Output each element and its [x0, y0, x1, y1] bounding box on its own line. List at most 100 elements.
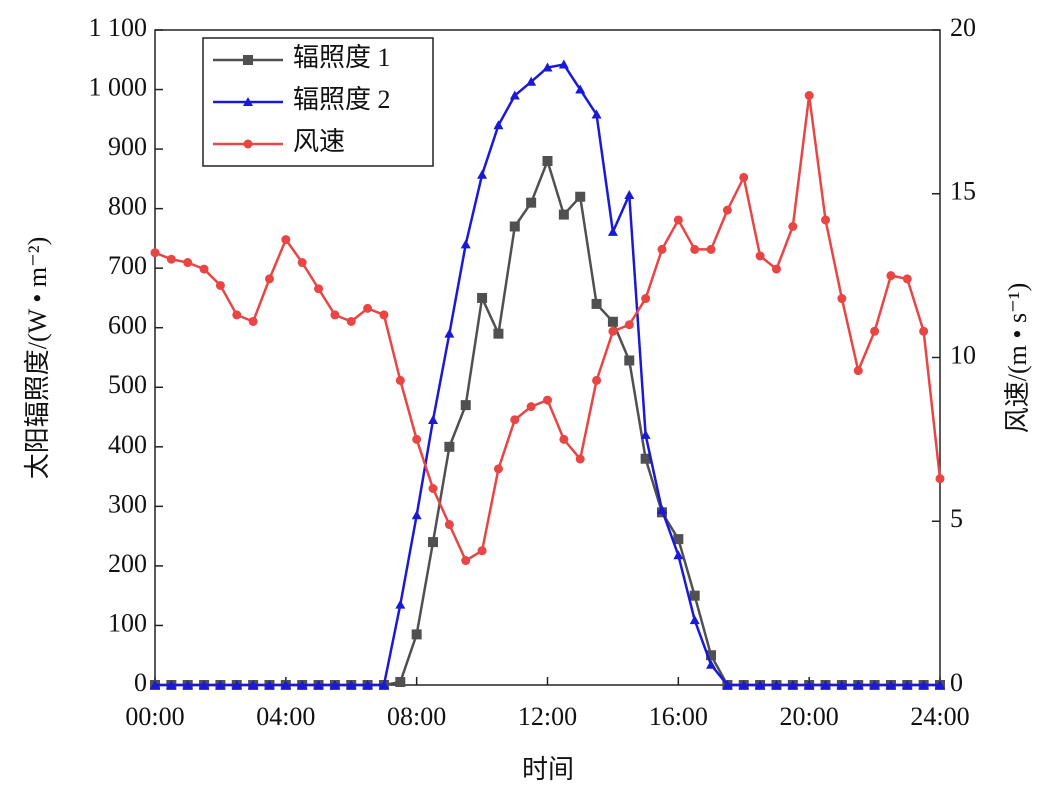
marker — [215, 280, 225, 290]
marker — [542, 62, 553, 72]
y-tick-label: 700 — [108, 251, 147, 280]
marker — [918, 680, 929, 689]
marker — [297, 680, 308, 689]
y-tick-label: 800 — [108, 192, 147, 221]
marker — [509, 90, 520, 100]
x-tick-label: 04:00 — [256, 702, 315, 731]
marker — [853, 680, 864, 689]
marker — [199, 264, 209, 274]
y-tick-label: 1 000 — [89, 73, 148, 102]
marker — [329, 680, 340, 689]
marker — [935, 680, 945, 689]
marker — [330, 310, 340, 320]
y2-tick-label: 10 — [950, 340, 976, 369]
marker — [575, 191, 586, 202]
marker — [461, 556, 471, 566]
x-tick-label: 16:00 — [649, 702, 708, 731]
marker — [362, 680, 373, 689]
y2-tick-label: 0 — [950, 668, 963, 697]
marker — [739, 172, 749, 182]
marker — [607, 226, 618, 236]
marker — [314, 284, 324, 294]
marker — [690, 244, 700, 254]
marker — [558, 209, 569, 220]
marker — [902, 680, 913, 689]
marker — [820, 680, 831, 689]
marker — [183, 258, 193, 268]
marker — [264, 274, 274, 284]
marker — [787, 680, 798, 689]
marker — [706, 244, 716, 254]
x-tick-label: 12:00 — [518, 702, 577, 731]
data-line — [155, 157, 940, 687]
y-tick-label: 200 — [108, 549, 147, 578]
marker — [738, 680, 749, 689]
marker — [395, 677, 406, 688]
marker — [591, 109, 602, 119]
marker — [837, 294, 847, 304]
x-tick-label: 20:00 — [780, 702, 839, 731]
marker — [444, 328, 455, 338]
marker — [444, 441, 455, 452]
marker — [395, 375, 405, 385]
marker — [919, 326, 929, 336]
y-tick-label: 900 — [108, 132, 147, 161]
y2-axis-label: 风速/(m • s⁻¹) — [1003, 283, 1032, 434]
marker — [363, 303, 373, 313]
marker — [477, 292, 488, 303]
marker — [641, 294, 651, 304]
marker — [199, 680, 210, 689]
marker — [853, 366, 863, 376]
marker — [412, 434, 422, 444]
marker — [460, 239, 471, 249]
legend-label: 辐照度 1 — [293, 43, 391, 72]
marker — [722, 680, 733, 689]
marker — [493, 120, 504, 130]
series — [150, 156, 945, 690]
marker — [460, 400, 471, 411]
marker — [313, 680, 324, 689]
marker — [771, 680, 782, 689]
marker — [542, 156, 553, 166]
marker — [150, 680, 160, 689]
y-tick-label: 600 — [108, 311, 147, 340]
y-tick-label: 1 100 — [89, 13, 148, 42]
marker — [231, 680, 242, 689]
marker — [297, 258, 307, 268]
marker — [755, 251, 765, 261]
legend: 辐照度 1 辐照度 2 风速 — [202, 37, 434, 167]
marker — [656, 504, 667, 514]
marker — [509, 221, 520, 232]
marker — [493, 464, 503, 474]
marker — [428, 537, 439, 548]
marker — [575, 84, 586, 94]
marker — [281, 235, 291, 245]
legend-label: 辐照度 2 — [293, 85, 391, 114]
y-axis-label: 太阳辐照度/(W • m⁻²) — [23, 237, 52, 479]
y-tick-label: 300 — [108, 489, 147, 518]
marker — [526, 402, 536, 412]
x-tick-label: 00:00 — [125, 702, 184, 731]
marker — [755, 680, 766, 689]
marker — [248, 316, 258, 326]
marker — [428, 484, 438, 493]
y2-tick-label: 15 — [950, 177, 976, 206]
marker — [477, 169, 488, 179]
marker — [608, 326, 618, 336]
marker — [150, 248, 160, 258]
x-tick-label: 08:00 — [387, 702, 446, 731]
marker — [526, 76, 537, 86]
marker — [166, 680, 177, 689]
marker — [722, 205, 732, 215]
marker — [428, 415, 439, 425]
marker — [804, 680, 815, 689]
marker — [346, 680, 357, 689]
y-tick-label: 0 — [134, 668, 147, 697]
x-axis-label: 时间 — [522, 755, 574, 784]
series — [150, 91, 945, 566]
marker — [935, 474, 945, 484]
marker — [280, 680, 291, 689]
marker — [886, 271, 896, 281]
legend-label: 风速 — [293, 127, 345, 156]
marker — [592, 375, 602, 385]
